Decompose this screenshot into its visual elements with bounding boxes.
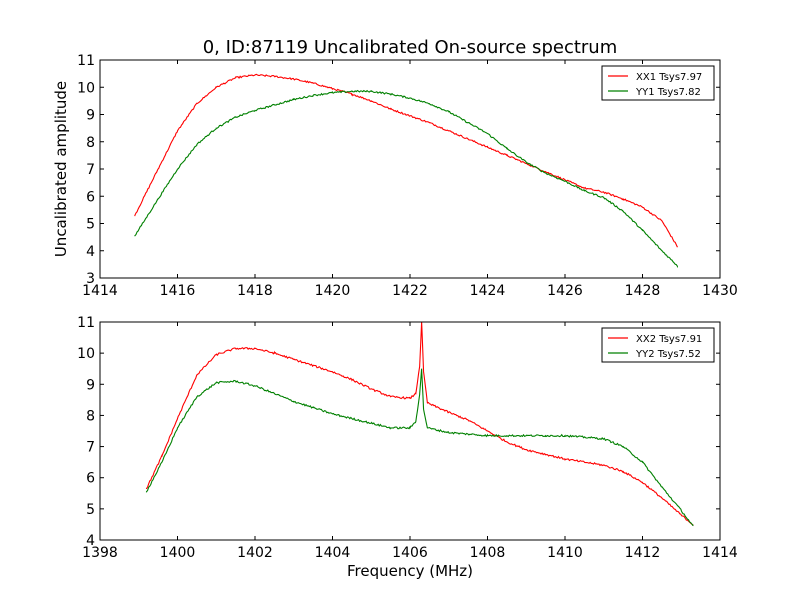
series-line-yy-panel-2 [145,368,694,526]
y-axis-label: Uncalibrated amplitude [52,81,70,257]
legend-box [601,65,715,101]
x-tick-label: 1428 [625,283,661,299]
figure-title: 0, ID:87119 Uncalibrated On-source spect… [203,37,618,58]
x-tick-label: 1418 [237,283,273,299]
y-tick-label: 5 [86,217,95,233]
y-tick-label: 3 [86,271,95,287]
legend-box [601,327,715,363]
legend-label: YY1 Tsys7.82 [635,87,701,98]
x-tick-label: 1416 [160,283,196,299]
x-tick-label: 1400 [160,545,196,561]
top-panel: 1414 1416 1418 1420 1422 1424 1426 1428 1430 3 4 5 6… [77,53,738,299]
y-tick-label: 10 [77,80,95,96]
x-tick-label: 1426 [547,283,583,299]
x-tick-label: 1422 [392,283,428,299]
x-tick-label: 1430 [702,283,738,299]
legend: XX1 Tsys7.97 YY1 Tsys7.82 [601,65,715,101]
y-tick-label: 8 [86,408,95,424]
legend-label: XX2 Tsys7.91 [636,334,702,345]
series-line-yy-panel-1 [134,89,678,269]
y-tick-label: 7 [86,440,95,456]
y-tick-label: 10 [77,346,95,362]
y-tick-label: 6 [86,189,95,205]
x-tick-label: 1420 [315,283,351,299]
y-tick-label: 7 [86,162,95,178]
y-tick-label: 9 [86,108,95,124]
y-tick-label: 8 [86,135,95,151]
legend-label: YY2 Tsys7.52 [635,349,701,360]
x-tick-label: 1404 [315,545,351,561]
x-tick-label: 1424 [470,283,506,299]
y-tick-label: 9 [86,377,95,393]
x-axis-label: Frequency (MHz) [347,562,473,580]
legend: XX2 Tsys7.91 YY2 Tsys7.52 [601,327,715,363]
legend-label: XX1 Tsys7.97 [636,72,702,83]
x-tick-label: 1414 [82,283,118,299]
x-tick-label: 1412 [625,545,661,561]
y-tick-label: 11 [77,315,95,331]
y-tick-label: 6 [86,471,95,487]
series-line-xx-panel-1 [134,73,678,248]
y-tick-label: 11 [77,53,95,69]
x-tick-label: 1408 [470,545,506,561]
y-tick-label: 4 [86,244,95,260]
x-tick-label: 1406 [392,545,428,561]
x-tick-label: 1398 [82,545,118,561]
series-line-xx-panel-2 [145,321,694,527]
x-tick-label: 1402 [237,545,273,561]
bottom-panel: 1398 1400 1402 1404 1406 1408 1410 1412 1414 4 5 6 7… [77,315,738,561]
x-tick-label: 1414 [702,545,738,561]
x-tick-label: 1410 [547,545,583,561]
y-tick-label: 4 [86,533,95,549]
y-tick-label: 5 [86,502,95,518]
